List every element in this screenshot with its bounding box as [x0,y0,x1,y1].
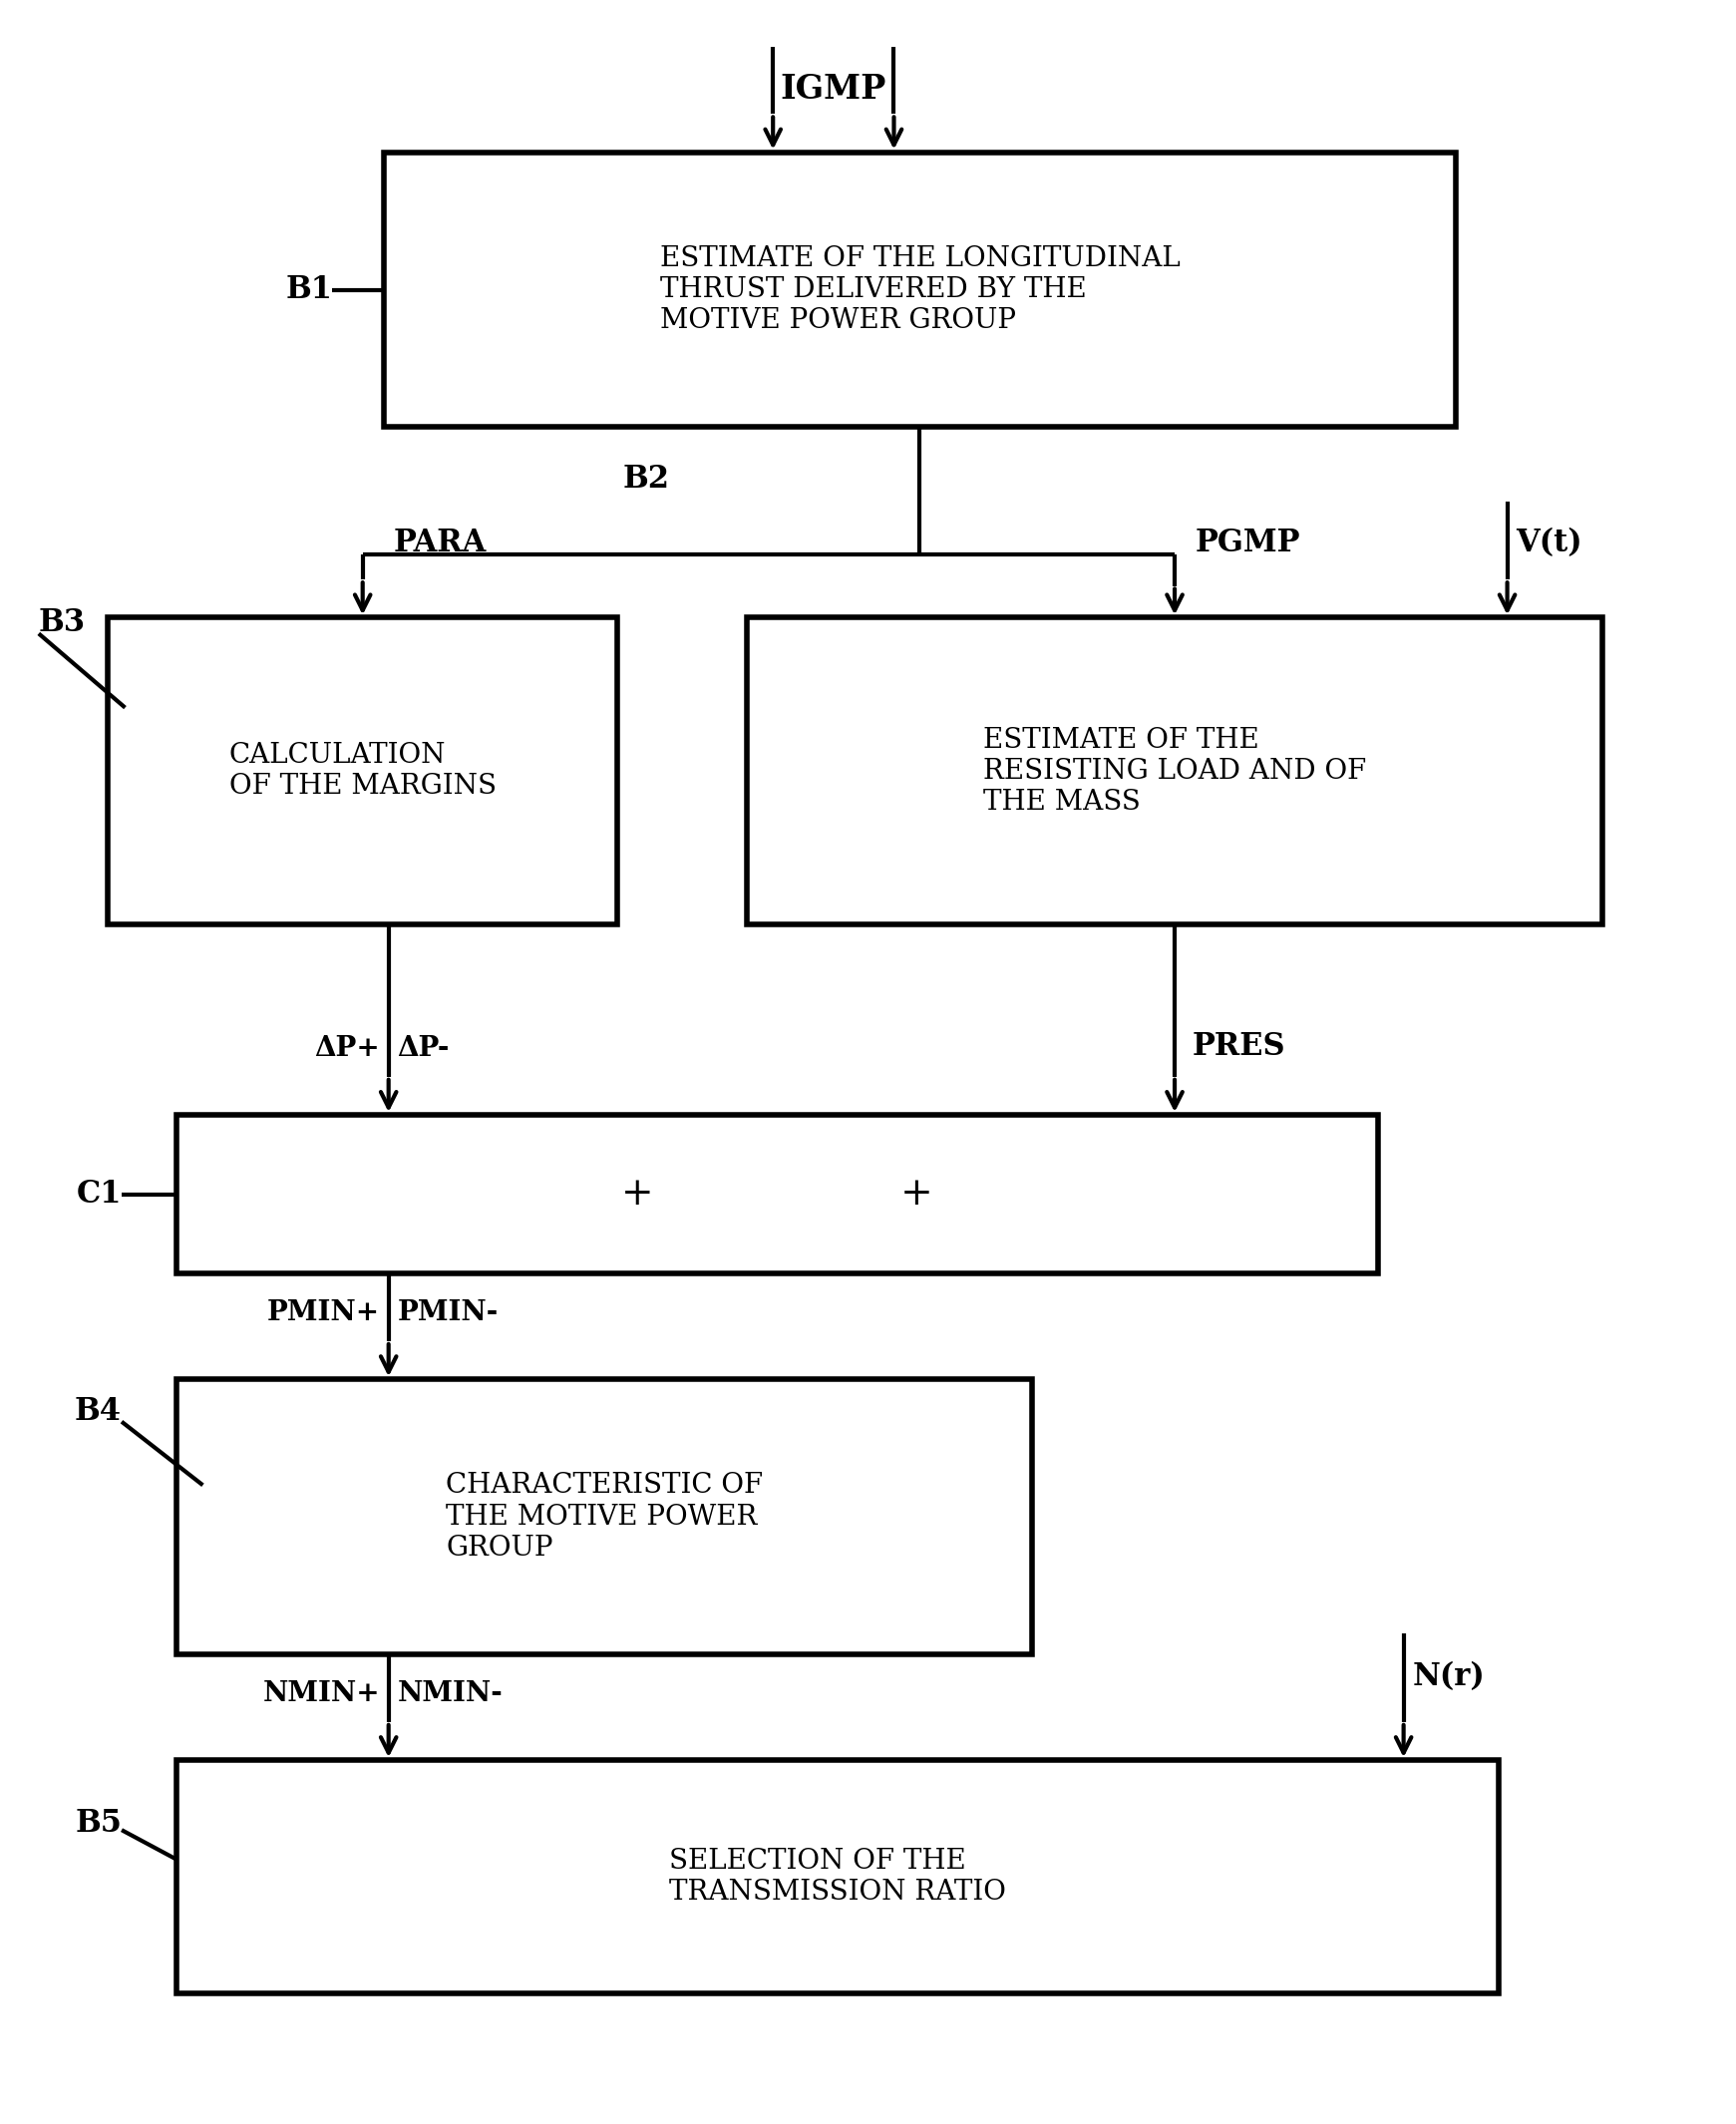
Text: C1: C1 [76,1179,122,1211]
FancyBboxPatch shape [177,1115,1378,1274]
Text: +                    +: + + [621,1177,934,1213]
Text: PMIN-: PMIN- [398,1300,498,1328]
Text: ΔP+: ΔP+ [314,1034,380,1062]
FancyBboxPatch shape [177,1378,1033,1655]
Text: B5: B5 [75,1808,122,1839]
Text: PRES: PRES [1193,1030,1285,1062]
Text: PMIN+: PMIN+ [267,1300,380,1328]
Text: PARA: PARA [394,527,486,559]
Text: ΔP-: ΔP- [398,1034,450,1062]
Text: N(r): N(r) [1411,1661,1484,1693]
Text: ESTIMATE OF THE LONGITUDINAL
THRUST DELIVERED BY THE
MOTIVE POWER GROUP: ESTIMATE OF THE LONGITUDINAL THRUST DELI… [660,244,1180,333]
Text: B1: B1 [286,274,332,306]
Text: IGMP: IGMP [781,72,887,106]
FancyBboxPatch shape [177,1761,1498,1992]
Text: CALCULATION
OF THE MARGINS: CALCULATION OF THE MARGINS [229,741,496,801]
Text: B2: B2 [623,463,670,495]
FancyBboxPatch shape [108,618,618,924]
Text: NMIN-: NMIN- [398,1680,503,1708]
Text: CHARACTERISTIC OF
THE MOTIVE POWER
GROUP: CHARACTERISTIC OF THE MOTIVE POWER GROUP [446,1472,764,1561]
Text: NMIN+: NMIN+ [262,1680,380,1708]
Text: B4: B4 [75,1395,122,1427]
Text: V(t): V(t) [1516,527,1581,559]
Text: SELECTION OF THE
TRANSMISSION RATIO: SELECTION OF THE TRANSMISSION RATIO [670,1848,1007,1905]
Text: ESTIMATE OF THE
RESISTING LOAD AND OF
THE MASS: ESTIMATE OF THE RESISTING LOAD AND OF TH… [983,726,1366,816]
Text: B3: B3 [38,607,85,639]
Text: PGMP: PGMP [1196,527,1300,559]
FancyBboxPatch shape [384,153,1455,427]
FancyBboxPatch shape [746,618,1602,924]
